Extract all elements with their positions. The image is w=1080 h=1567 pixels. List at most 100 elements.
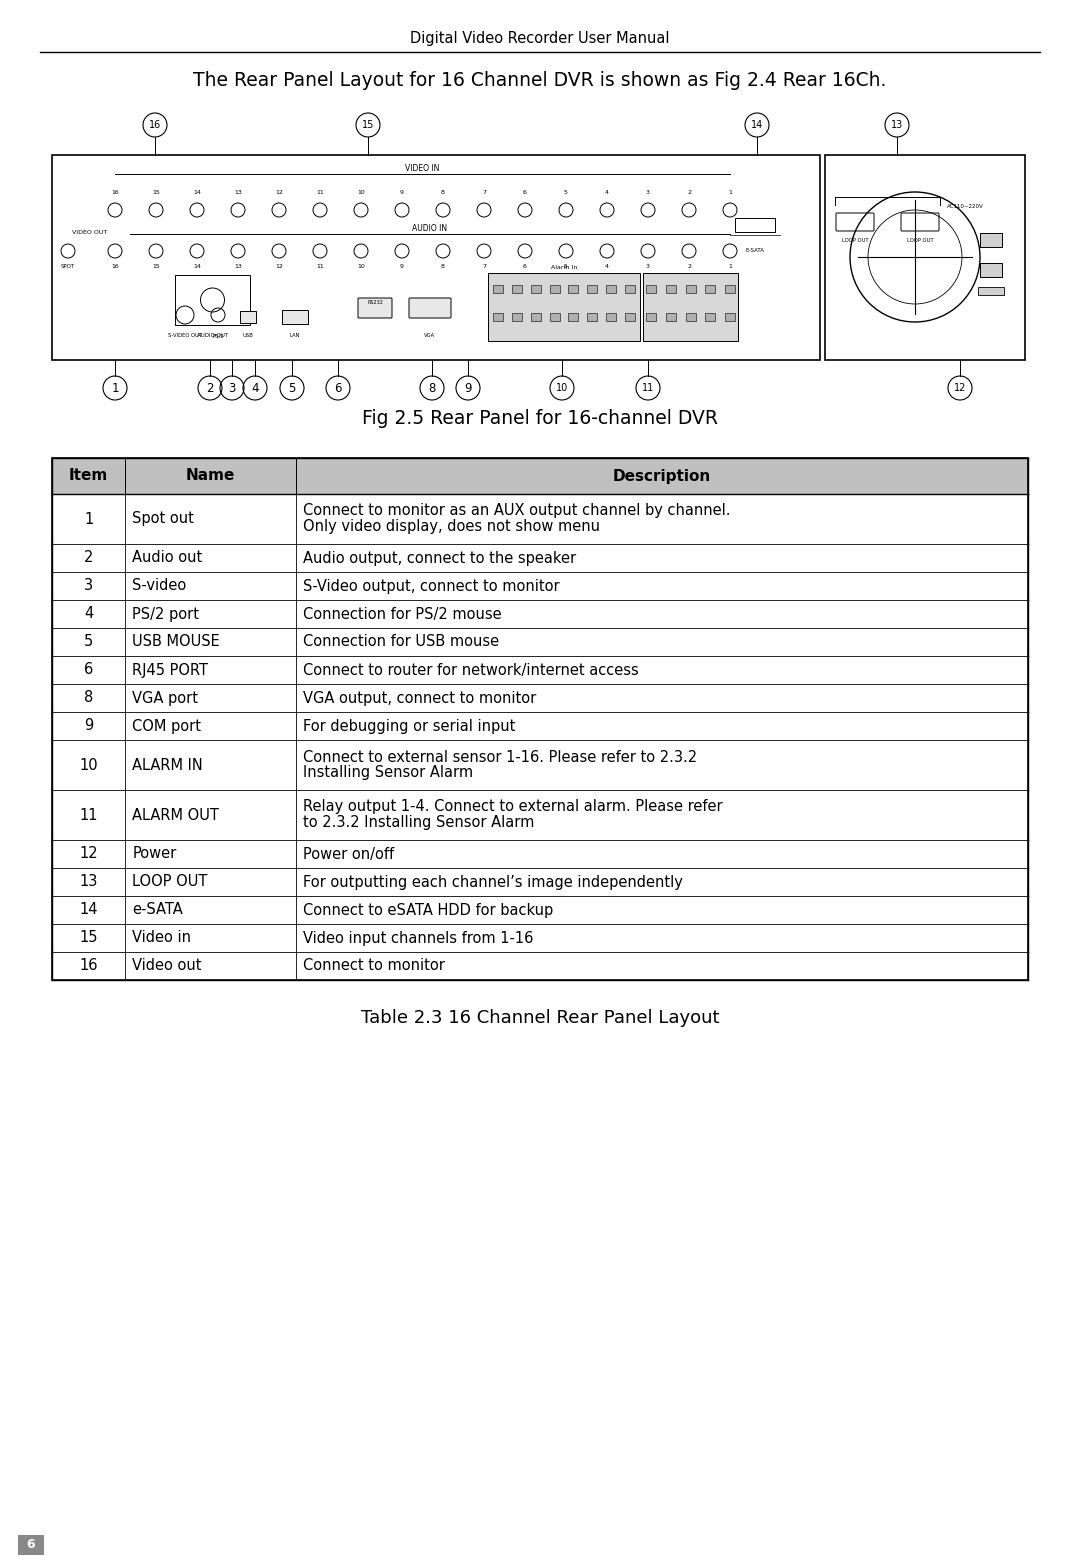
Text: E-SATA: E-SATA bbox=[745, 248, 765, 252]
Bar bbox=[606, 313, 617, 321]
Text: Power on/off: Power on/off bbox=[303, 846, 394, 862]
Text: VGA port: VGA port bbox=[132, 691, 199, 705]
Text: 3: 3 bbox=[84, 578, 93, 594]
Bar bbox=[530, 285, 541, 293]
Text: Installing Sensor Alarm: Installing Sensor Alarm bbox=[303, 766, 473, 780]
Text: USB MOUSE: USB MOUSE bbox=[132, 635, 220, 649]
Text: Connection for PS/2 mouse: Connection for PS/2 mouse bbox=[303, 606, 501, 622]
Bar bbox=[588, 285, 597, 293]
Bar bbox=[512, 313, 522, 321]
Text: 3: 3 bbox=[646, 191, 650, 196]
Text: 12: 12 bbox=[954, 382, 967, 393]
Text: 9: 9 bbox=[400, 265, 404, 270]
Bar bbox=[725, 313, 735, 321]
Text: VIDEO IN: VIDEO IN bbox=[405, 165, 440, 172]
Text: 5: 5 bbox=[564, 265, 568, 270]
Bar bbox=[825, 155, 1025, 360]
Text: PS/2: PS/2 bbox=[212, 334, 224, 338]
Text: 9: 9 bbox=[400, 191, 404, 196]
Text: 4: 4 bbox=[252, 381, 259, 395]
Text: Connect to external sensor 1-16. Please refer to 2.3.2: Connect to external sensor 1-16. Please … bbox=[303, 749, 697, 765]
Text: S-Video output, connect to monitor: S-Video output, connect to monitor bbox=[303, 578, 559, 594]
Text: 14: 14 bbox=[751, 121, 764, 130]
Text: S-VIDEO OUT: S-VIDEO OUT bbox=[167, 334, 202, 338]
Text: 10: 10 bbox=[357, 191, 365, 196]
Text: 6: 6 bbox=[334, 381, 341, 395]
Bar bbox=[643, 273, 738, 342]
Bar bbox=[240, 310, 256, 323]
Bar bbox=[512, 285, 522, 293]
Text: 2: 2 bbox=[206, 381, 214, 395]
Text: 14: 14 bbox=[193, 191, 201, 196]
Text: Video input channels from 1-16: Video input channels from 1-16 bbox=[303, 931, 534, 945]
Text: 16: 16 bbox=[79, 959, 98, 973]
Text: 3: 3 bbox=[646, 265, 650, 270]
Text: 11: 11 bbox=[79, 807, 98, 823]
Text: 13: 13 bbox=[80, 874, 98, 890]
Text: 1: 1 bbox=[728, 191, 732, 196]
Text: PS/2 port: PS/2 port bbox=[132, 606, 199, 622]
Text: Spot out: Spot out bbox=[132, 511, 194, 527]
Text: For debugging or serial input: For debugging or serial input bbox=[303, 719, 515, 733]
Text: Connect to monitor as an AUX output channel by channel.: Connect to monitor as an AUX output chan… bbox=[303, 503, 730, 519]
Text: 16: 16 bbox=[111, 265, 119, 270]
Text: S-video: S-video bbox=[132, 578, 187, 594]
Text: LOOP OUT: LOOP OUT bbox=[841, 238, 868, 243]
Text: Alarm In: Alarm In bbox=[551, 265, 577, 270]
Text: 5: 5 bbox=[564, 191, 568, 196]
Text: 4: 4 bbox=[84, 606, 93, 622]
Text: VIDEO OUT: VIDEO OUT bbox=[72, 230, 108, 235]
Bar bbox=[725, 285, 735, 293]
Bar bbox=[18, 1536, 44, 1554]
Text: e-SATA: e-SATA bbox=[132, 903, 183, 918]
Bar bbox=[705, 313, 715, 321]
Bar bbox=[588, 313, 597, 321]
Text: The Rear Panel Layout for 16 Channel DVR is shown as Fig 2.4 Rear 16Ch.: The Rear Panel Layout for 16 Channel DVR… bbox=[193, 71, 887, 89]
Text: 15: 15 bbox=[152, 265, 160, 270]
Text: 2: 2 bbox=[687, 191, 691, 196]
FancyBboxPatch shape bbox=[357, 298, 392, 318]
FancyBboxPatch shape bbox=[409, 298, 451, 318]
Text: Digital Video Recorder User Manual: Digital Video Recorder User Manual bbox=[410, 30, 670, 45]
Bar bbox=[606, 285, 617, 293]
Text: 2: 2 bbox=[84, 550, 93, 566]
Text: For outputting each channel’s image independently: For outputting each channel’s image inde… bbox=[303, 874, 683, 890]
Text: Video in: Video in bbox=[132, 931, 191, 945]
Text: ALARM IN: ALARM IN bbox=[132, 757, 203, 773]
Text: 7: 7 bbox=[482, 265, 486, 270]
Text: Connect to monitor: Connect to monitor bbox=[303, 959, 445, 973]
Text: 15: 15 bbox=[79, 931, 98, 945]
Text: 13: 13 bbox=[234, 191, 242, 196]
Text: RS232: RS232 bbox=[367, 299, 383, 306]
Text: 14: 14 bbox=[79, 903, 98, 918]
Text: 15: 15 bbox=[362, 121, 374, 130]
Text: 3: 3 bbox=[228, 381, 235, 395]
Text: 6: 6 bbox=[27, 1539, 36, 1551]
Text: 9: 9 bbox=[464, 381, 472, 395]
Bar bbox=[175, 274, 249, 324]
Text: 6: 6 bbox=[523, 265, 527, 270]
Bar bbox=[978, 287, 1004, 295]
Text: 12: 12 bbox=[79, 846, 98, 862]
Bar bbox=[735, 218, 775, 232]
Bar bbox=[625, 313, 635, 321]
Text: AUDIO OUT: AUDIO OUT bbox=[197, 334, 228, 338]
Text: Connect to router for network/internet access: Connect to router for network/internet a… bbox=[303, 663, 638, 677]
Text: Description: Description bbox=[612, 469, 711, 484]
Text: 15: 15 bbox=[152, 191, 160, 196]
Text: Connect to eSATA HDD for backup: Connect to eSATA HDD for backup bbox=[303, 903, 553, 918]
Bar bbox=[705, 285, 715, 293]
Text: Audio out: Audio out bbox=[132, 550, 202, 566]
Text: 1: 1 bbox=[728, 265, 732, 270]
Text: 12: 12 bbox=[275, 191, 283, 196]
Text: to 2.3.2 Installing Sensor Alarm: to 2.3.2 Installing Sensor Alarm bbox=[303, 815, 535, 831]
Text: VGA: VGA bbox=[424, 334, 435, 338]
Text: 8: 8 bbox=[441, 265, 445, 270]
Bar bbox=[52, 155, 820, 360]
Text: Fig 2.5 Rear Panel for 16-channel DVR: Fig 2.5 Rear Panel for 16-channel DVR bbox=[362, 409, 718, 428]
Text: 4: 4 bbox=[605, 191, 609, 196]
Bar bbox=[665, 285, 676, 293]
Bar bbox=[568, 313, 579, 321]
Text: 16: 16 bbox=[111, 191, 119, 196]
Text: 9: 9 bbox=[84, 719, 93, 733]
